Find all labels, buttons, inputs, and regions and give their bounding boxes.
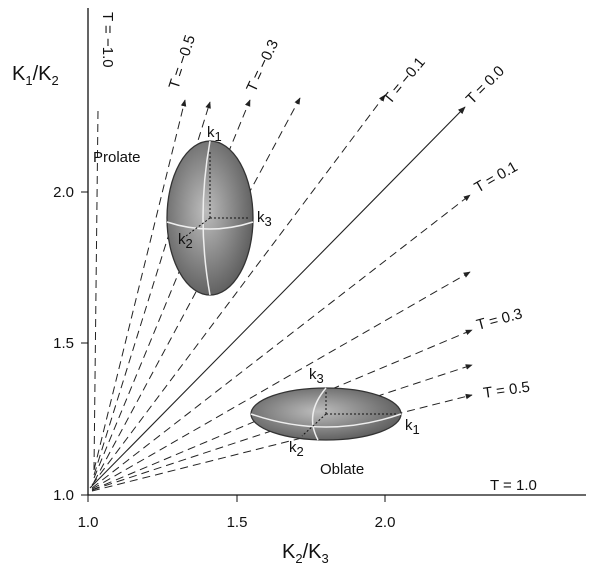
axis-label: k2 (289, 439, 304, 459)
y-axis-label: K1/K2 (12, 63, 59, 88)
t-label: T = 0.5 (482, 379, 531, 402)
t-label: T = 0.3 (475, 305, 525, 334)
t-label: T = −0.5 (166, 33, 199, 91)
t-label: T = 1.0 (490, 477, 537, 494)
x-tick-label: 1.5 (227, 514, 248, 531)
oblate-ellipsoid (250, 387, 402, 441)
axis-label: k2 (178, 231, 193, 251)
y-tick-label: 1.5 (53, 335, 74, 352)
x-tick-label: 2.0 (375, 514, 396, 531)
prolate-label: Prolate (93, 149, 141, 166)
y-tick-label: 2.0 (53, 184, 74, 201)
axis-label: k1 (207, 124, 222, 144)
oblate-label: Oblate (320, 461, 364, 478)
ticks (81, 191, 386, 502)
t-label: T = −1.0 (99, 12, 116, 68)
x-axis-label: K2/K3 (282, 541, 329, 566)
t-label: T = 0.0 (463, 63, 508, 108)
y-tick-label: 1.0 (53, 487, 74, 504)
t-label: T = 0.1 (472, 158, 521, 196)
axis-label: k3 (257, 209, 272, 229)
t-label: T = −0.1 (380, 54, 429, 108)
axis-label: k3 (309, 366, 324, 386)
axis-label: k1 (405, 417, 420, 437)
prolate-ellipsoid (166, 140, 254, 296)
x-tick-label: 1.0 (78, 514, 99, 531)
t-label: T = −0.3 (243, 37, 282, 95)
